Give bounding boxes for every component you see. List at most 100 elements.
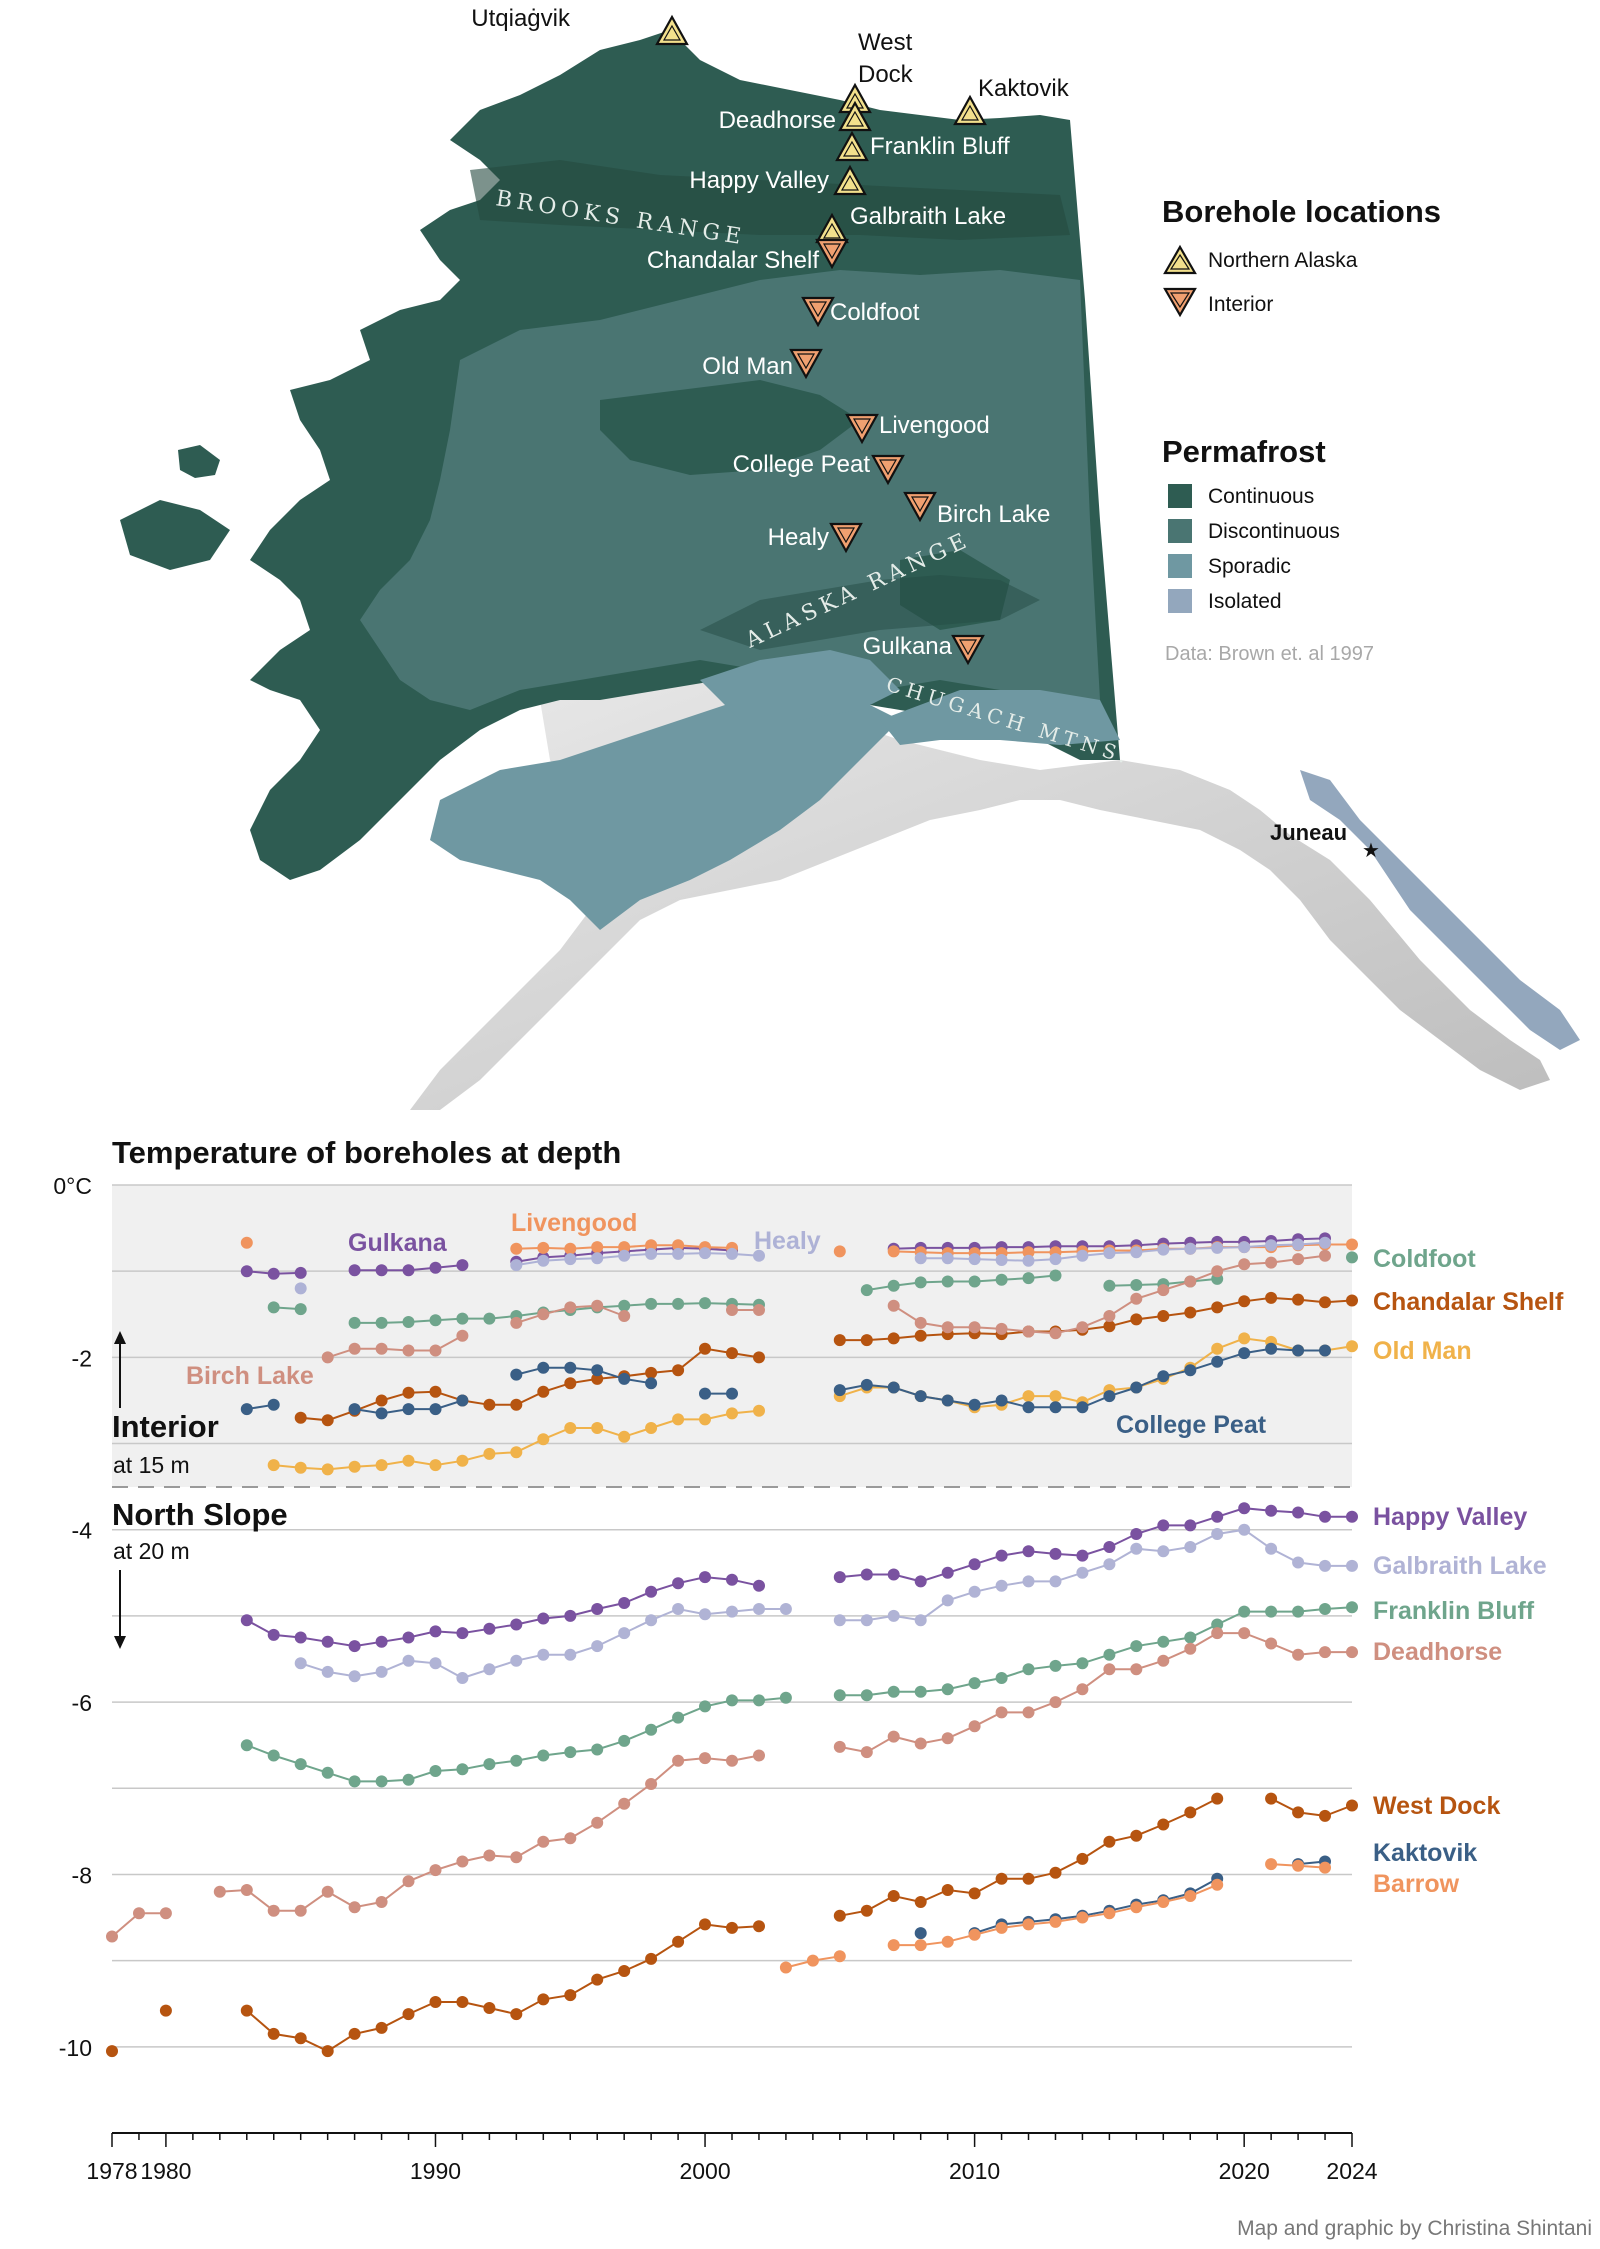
data-point — [348, 1264, 361, 1277]
data-point — [375, 1394, 388, 1407]
data-point — [429, 1657, 442, 1670]
data-point — [456, 1855, 469, 1868]
data-point — [1103, 1310, 1116, 1322]
borehole-label-coldfoot: Coldfoot — [830, 299, 920, 326]
data-point — [591, 1372, 604, 1385]
data-point — [375, 1342, 388, 1355]
brooks-range-relief — [470, 160, 1070, 240]
data-point — [1211, 1878, 1224, 1891]
data-point — [1103, 1648, 1116, 1661]
permafrost-legend-title: Permafrost — [1162, 434, 1326, 469]
interior-borehole-icon-inner — [910, 496, 930, 513]
data-point — [645, 1377, 658, 1390]
x-tick-label: 2024 — [1326, 2158, 1377, 2184]
data-point — [914, 1939, 927, 1952]
interior-band — [112, 1185, 1352, 1487]
data-point — [995, 1549, 1008, 1562]
interior-borehole-icon — [951, 634, 985, 666]
data-point — [483, 1447, 496, 1460]
permafrost-sporadic — [700, 650, 900, 720]
data-point — [456, 1454, 469, 1467]
borehole-label-gulkana: Gulkana — [863, 633, 953, 660]
y-tick-label: -4 — [72, 1518, 93, 1544]
data-point — [456, 1763, 469, 1776]
data-point — [1076, 1249, 1089, 1262]
data-point — [321, 1635, 334, 1648]
data-point — [591, 1973, 604, 1986]
data-point — [833, 1384, 846, 1397]
data-point — [726, 1694, 738, 1707]
data-point — [429, 1344, 442, 1357]
data-point — [240, 1403, 253, 1416]
data-point — [1346, 1340, 1358, 1353]
data-point — [321, 1414, 334, 1427]
data-point — [887, 1381, 900, 1394]
data-point — [1319, 1603, 1331, 1615]
data-point — [1238, 1295, 1251, 1308]
series-labels: Gulkana Livengood Healy Coldfoot Chandalar S… — [186, 1209, 1564, 1898]
data-point — [510, 2008, 523, 2021]
data-point — [1319, 1236, 1331, 1249]
data-point — [375, 1264, 388, 1277]
data-point — [995, 1672, 1008, 1684]
data-point — [833, 1245, 846, 1258]
data-point — [726, 1247, 738, 1260]
data-point — [1238, 1258, 1251, 1271]
data-point — [1076, 1911, 1089, 1924]
data-point — [887, 1609, 900, 1622]
data-point — [1211, 1355, 1224, 1368]
data-point — [860, 1614, 873, 1627]
data-point — [753, 1749, 765, 1762]
alaska-range-relief — [700, 575, 1040, 650]
data-point — [618, 1734, 631, 1747]
data-point — [618, 1241, 631, 1254]
data-point — [1022, 1272, 1035, 1285]
data-point — [1076, 1657, 1089, 1670]
northern-borehole-icon-inner — [822, 222, 842, 239]
x-tick-label: 1990 — [410, 2158, 461, 2184]
data-point — [753, 1920, 765, 1933]
data-point — [618, 1430, 631, 1443]
interior-borehole-icon — [871, 454, 905, 486]
borehole-label-college-peat: College Peat — [733, 451, 871, 478]
data-point — [672, 1297, 685, 1310]
data-point — [995, 1322, 1008, 1335]
series-label-deadhorse: Deadhorse — [1373, 1638, 1502, 1666]
data-point — [1022, 1254, 1035, 1267]
northern-borehole-icon-inner — [840, 174, 860, 191]
data-point — [483, 1758, 496, 1771]
data-point — [753, 1603, 765, 1615]
data-point — [591, 1603, 604, 1615]
data-point — [968, 1928, 981, 1941]
x-tick-label: 2020 — [1219, 2158, 1270, 2184]
data-point — [860, 1568, 873, 1581]
data-point — [1049, 1390, 1062, 1403]
series-label-coldfoot: Coldfoot — [1373, 1245, 1476, 1273]
series-label-gulkana: Gulkana — [348, 1229, 448, 1257]
data-point — [1238, 1332, 1251, 1345]
alaska-permafrost-map: Juneau ★ BROOKS RANGE ALASKA RANGE CHUGA… — [120, 5, 1580, 1110]
isolated-swatch — [1168, 589, 1192, 613]
data-point — [914, 1927, 927, 1940]
data-point — [456, 1329, 469, 1342]
data-point — [429, 1625, 442, 1638]
data-point — [1103, 1390, 1116, 1403]
data-point — [267, 1267, 280, 1280]
data-point — [1184, 1242, 1197, 1255]
data-point — [995, 1921, 1008, 1934]
data-point — [106, 2045, 118, 2058]
data-point — [699, 1247, 711, 1260]
data-point — [1022, 1663, 1035, 1676]
data-point — [645, 1366, 658, 1379]
data-point — [402, 1316, 415, 1328]
series-line — [219, 1754, 760, 1912]
data-point — [1022, 1390, 1035, 1403]
data-point — [1292, 1605, 1305, 1618]
data-point — [1103, 1558, 1116, 1571]
data-point — [348, 1670, 361, 1683]
data-point — [672, 1413, 685, 1426]
interior-borehole-icon-inner — [822, 243, 842, 260]
data-point — [779, 1691, 792, 1704]
data-point — [618, 1310, 631, 1322]
data-point — [483, 1312, 496, 1325]
